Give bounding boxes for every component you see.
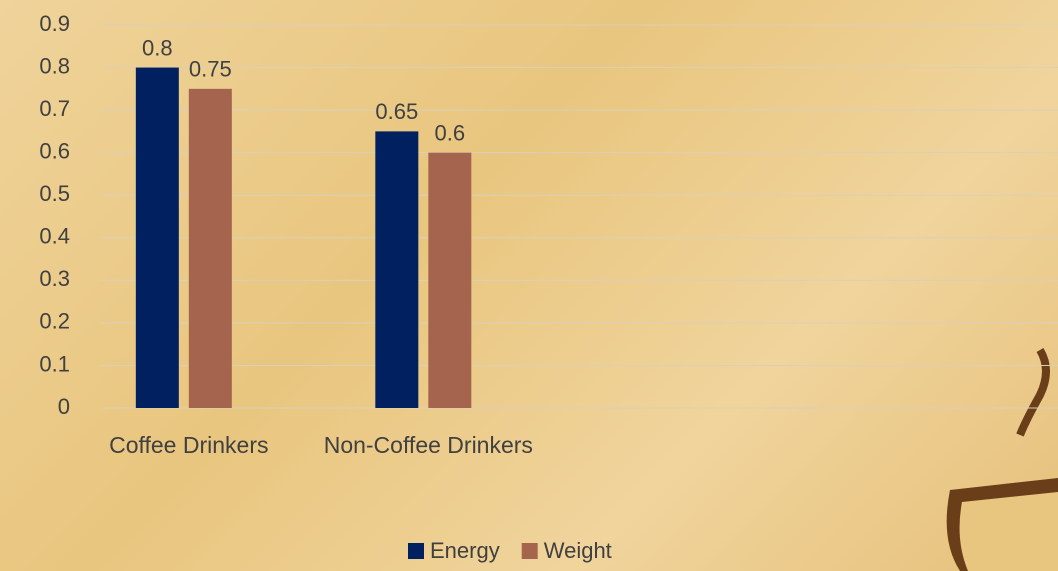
coffee-cup-decoration bbox=[947, 350, 1058, 571]
chart-canvas: 0 0.1 0.2 0.3 0.4 0.5 0.6 0.7 0.8 0.9 0.8 0.75 0.65 0… bbox=[0, 0, 1058, 571]
y-tick-label: 0.8 bbox=[39, 53, 70, 78]
data-label: 0.65 bbox=[375, 99, 418, 124]
bar bbox=[375, 131, 418, 408]
bar bbox=[189, 89, 232, 408]
data-label: 0.8 bbox=[142, 35, 173, 60]
legend-label: Weight bbox=[544, 538, 612, 563]
y-tick-label: 0.1 bbox=[39, 351, 70, 376]
data-label: 0.6 bbox=[435, 120, 466, 145]
bar bbox=[428, 153, 471, 408]
y-tick-label: 0.3 bbox=[39, 266, 70, 291]
y-tick-label: 0.6 bbox=[39, 138, 70, 163]
x-tick-label: Non-Coffee Drinkers bbox=[318, 430, 538, 460]
legend-swatch bbox=[522, 543, 538, 559]
legend-swatch bbox=[408, 543, 424, 559]
y-tick-label: 0.2 bbox=[39, 309, 70, 334]
y-tick-label: 0.9 bbox=[39, 11, 70, 36]
x-tick-label: Coffee Drinkers bbox=[79, 430, 299, 460]
y-tick-label: 0 bbox=[58, 394, 70, 419]
y-tick-label: 0.4 bbox=[39, 224, 70, 249]
bar bbox=[136, 68, 179, 408]
chart: 0 0.1 0.2 0.3 0.4 0.5 0.6 0.7 0.8 0.9 0.8 0.75 0.65 0… bbox=[0, 0, 1058, 571]
y-tick-label: 0.7 bbox=[39, 96, 70, 121]
data-label: 0.75 bbox=[189, 57, 232, 82]
legend-label: Energy bbox=[430, 538, 500, 563]
y-tick-label: 0.5 bbox=[39, 181, 70, 206]
